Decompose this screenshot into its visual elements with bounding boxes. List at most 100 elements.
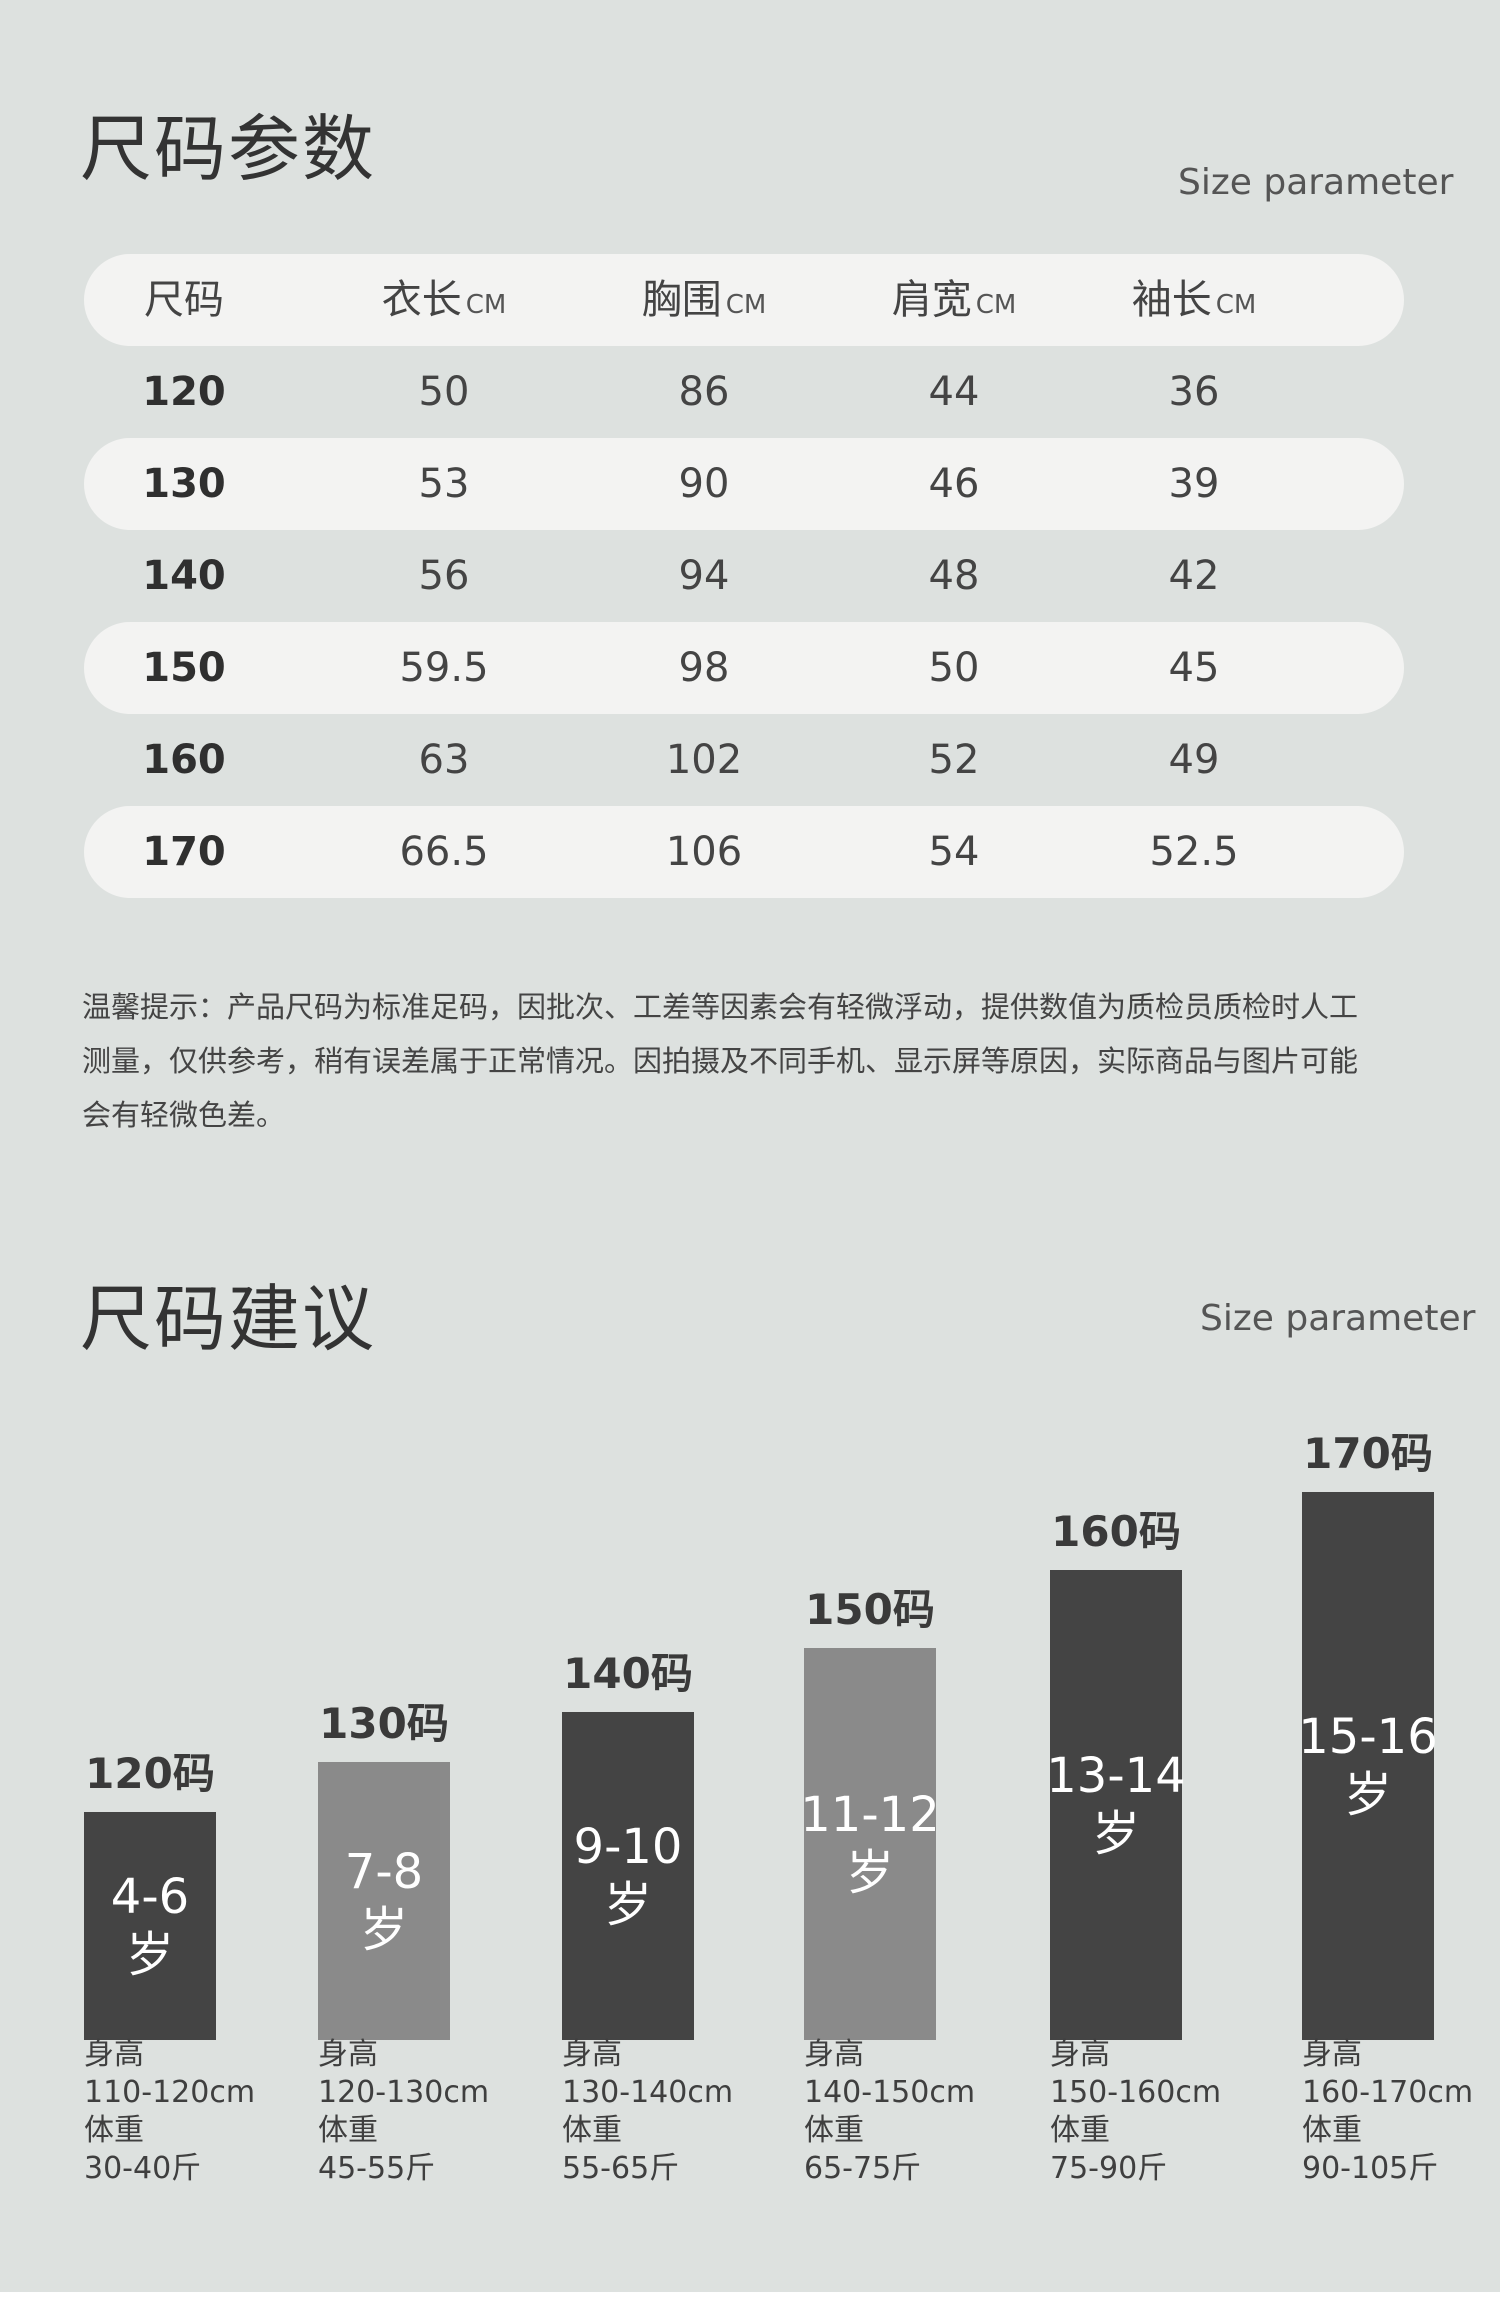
size-params-subtitle: Size parameter <box>1178 162 1454 203</box>
value-cell: 50 <box>928 645 980 691</box>
info-height: 110-120cm <box>84 2075 256 2110</box>
info-weight-label: 体重 <box>84 2113 144 2148</box>
table-header-row: 尺码 衣长 CM 胸围 CM 肩宽 CM 袖长 CM <box>84 254 1404 346</box>
value-cell: 49 <box>1168 737 1220 783</box>
value-cell: 56 <box>418 553 470 599</box>
size-label: 170码 <box>1303 1429 1433 1478</box>
age-unit: 岁 <box>1091 1806 1140 1862</box>
table-row: 160 63 102 52 49 <box>84 714 1404 806</box>
value-cell: 39 <box>1168 461 1220 507</box>
table-row: 120 50 86 44 36 <box>84 346 1404 438</box>
notice-text: 温馨提示：产品尺码为标准足码，因批次、工差等因素会有轻微浮动，提供数值为质检员质… <box>82 980 1422 1142</box>
info-height: 150-160cm <box>1050 2075 1222 2110</box>
age-unit: 岁 <box>1343 1767 1392 1823</box>
size-info: 身高 150-160cm 体重 75-90斤 <box>1050 2036 1221 2188</box>
size-cell: 140 <box>142 553 226 599</box>
info-height-label: 身高 <box>1302 2037 1362 2072</box>
info-height: 140-150cm <box>804 2075 976 2110</box>
value-cell: 36 <box>1168 369 1220 415</box>
info-height: 120-130cm <box>318 2075 490 2110</box>
notice-line: 会有轻微色差。 <box>82 1098 286 1132</box>
info-height-label: 身高 <box>84 2037 144 2072</box>
size-label: 150码 <box>805 1585 935 1634</box>
age-range: 9-10 <box>573 1819 683 1875</box>
value-cell: 45 <box>1168 645 1220 691</box>
size-info: 身高 120-130cm 体重 45-55斤 <box>318 2036 489 2188</box>
size-bar: 4-6 岁 <box>84 1812 216 2040</box>
header-cell: 胸围 CM <box>641 277 767 323</box>
age-unit: 岁 <box>125 1927 174 1983</box>
size-bar: 11-12 岁 <box>800 1648 940 2040</box>
size-info: 身高 160-170cm 体重 90-105斤 <box>1302 2036 1473 2188</box>
info-height: 130-140cm <box>562 2075 734 2110</box>
size-cell: 160 <box>142 737 226 783</box>
info-height-label: 身高 <box>318 2037 378 2072</box>
size-advice-subtitle: Size parameter <box>1200 1298 1476 1339</box>
table-body: 120 50 86 44 36 130 53 90 46 39 140 56 94 48 42 150 59.5… <box>84 346 1404 898</box>
value-cell: 59.5 <box>399 645 489 691</box>
size-info: 身高 110-120cm 体重 30-40斤 <box>84 2036 255 2188</box>
size-params-title: 尺码参数 <box>80 107 377 191</box>
info-height-label: 身高 <box>1050 2037 1110 2072</box>
info-weight-label: 体重 <box>318 2113 378 2148</box>
info-height-label: 身高 <box>562 2037 622 2072</box>
size-advice-title: 尺码建议 <box>80 1277 377 1361</box>
table-row: 130 53 90 46 39 <box>84 438 1404 530</box>
size-cell: 130 <box>142 461 226 507</box>
info-weight: 55-65斤 <box>562 2151 680 2186</box>
value-cell: 90 <box>678 461 730 507</box>
age-range: 7-8 <box>344 1844 424 1900</box>
notice-line: 温馨提示：产品尺码为标准足码，因批次、工差等因素会有轻微浮动，提供数值为质检员质… <box>82 990 1359 1024</box>
value-cell: 42 <box>1168 553 1220 599</box>
size-bar: 13-14 岁 <box>1046 1570 1186 2040</box>
size-label: 120码 <box>85 1749 215 1798</box>
age-unit: 岁 <box>603 1877 652 1933</box>
size-label: 130码 <box>319 1699 449 1748</box>
header-cell: 肩宽 CM <box>891 277 1017 323</box>
value-cell: 54 <box>928 829 980 875</box>
info-weight: 45-55斤 <box>318 2151 436 2186</box>
value-cell: 50 <box>418 369 470 415</box>
size-info: 身高 130-140cm 体重 55-65斤 <box>562 2036 733 2188</box>
age-range: 13-14 <box>1046 1748 1186 1804</box>
info-weight: 30-40斤 <box>84 2151 202 2186</box>
info-height: 160-170cm <box>1302 2075 1474 2110</box>
table-row: 170 66.5 106 54 52.5 <box>84 806 1404 898</box>
value-cell: 106 <box>665 829 743 875</box>
size-bar: 9-10 岁 <box>562 1712 694 2040</box>
value-cell: 48 <box>928 553 980 599</box>
info-height-label: 身高 <box>804 2037 864 2072</box>
value-cell: 66.5 <box>399 829 489 875</box>
size-cell: 170 <box>142 829 226 875</box>
value-cell: 94 <box>678 553 730 599</box>
age-range: 11-12 <box>800 1787 940 1843</box>
info-weight: 90-105斤 <box>1302 2151 1439 2186</box>
size-bar: 15-16 岁 <box>1298 1492 1438 2040</box>
size-cell: 120 <box>142 369 226 415</box>
size-info: 身高 140-150cm 体重 65-75斤 <box>804 2036 975 2188</box>
age-range: 4-6 <box>110 1869 190 1925</box>
value-cell: 53 <box>418 461 470 507</box>
size-table: 尺码 衣长 CM 胸围 CM 肩宽 CM 袖长 CM 120 50 86 44 36 130 53 9… <box>84 254 1404 898</box>
value-cell: 102 <box>665 737 743 783</box>
size-label: 160码 <box>1051 1507 1181 1556</box>
value-cell: 63 <box>418 737 470 783</box>
size-cell: 150 <box>142 645 226 691</box>
value-cell: 98 <box>678 645 730 691</box>
info-weight-label: 体重 <box>1302 2113 1362 2148</box>
size-label: 140码 <box>563 1649 693 1698</box>
value-cell: 52 <box>928 737 980 783</box>
info-weight: 75-90斤 <box>1050 2151 1168 2186</box>
header-cell: 尺码 <box>144 277 224 323</box>
value-cell: 52.5 <box>1149 829 1239 875</box>
age-range: 15-16 <box>1298 1709 1438 1765</box>
table-row: 140 56 94 48 42 <box>84 530 1404 622</box>
header-cell: 衣长 CM <box>381 277 507 323</box>
age-unit: 岁 <box>845 1845 894 1901</box>
table-row: 150 59.5 98 50 45 <box>84 622 1404 714</box>
info-weight-label: 体重 <box>562 2113 622 2148</box>
notice-line: 测量，仅供参考，稍有误差属于正常情况。因拍摄及不同手机、显示屏等原因，实际商品与… <box>82 1044 1359 1078</box>
header-cell: 袖长 CM <box>1131 277 1257 323</box>
info-weight: 65-75斤 <box>804 2151 922 2186</box>
